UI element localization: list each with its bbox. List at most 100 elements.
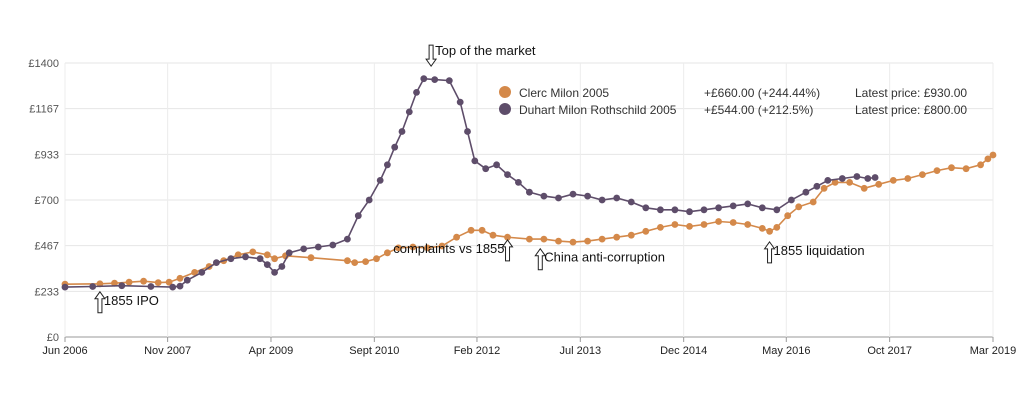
data-point[interactable] xyxy=(584,237,591,245)
data-point[interactable] xyxy=(584,192,591,200)
data-point[interactable] xyxy=(864,175,872,182)
data-point[interactable] xyxy=(766,227,773,235)
data-point[interactable] xyxy=(598,196,606,204)
data-point[interactable] xyxy=(904,175,912,182)
data-point[interactable] xyxy=(875,180,883,188)
data-point[interactable] xyxy=(376,177,384,184)
data-point[interactable] xyxy=(729,202,737,210)
data-point[interactable] xyxy=(569,190,577,198)
data-point[interactable] xyxy=(354,212,362,220)
data-point[interactable] xyxy=(613,233,621,241)
data-point[interactable] xyxy=(860,184,868,192)
data-point[interactable] xyxy=(831,179,839,186)
data-point[interactable] xyxy=(671,206,679,214)
data-point[interactable] xyxy=(242,253,249,261)
data-point[interactable] xyxy=(715,204,722,212)
data-point[interactable] xyxy=(686,223,693,230)
data-point[interactable] xyxy=(773,224,781,231)
data-point[interactable] xyxy=(715,218,722,225)
data-point[interactable] xyxy=(504,233,511,241)
data-point[interactable] xyxy=(627,231,635,239)
data-point[interactable] xyxy=(758,225,766,232)
data-point[interactable] xyxy=(344,235,351,243)
data-point[interactable] xyxy=(540,192,548,200)
data-point[interactable] xyxy=(213,259,220,266)
data-point[interactable] xyxy=(351,259,359,266)
data-point[interactable] xyxy=(467,226,475,234)
data-point[interactable] xyxy=(344,257,351,265)
data-point[interactable] xyxy=(391,143,399,151)
data-point[interactable] xyxy=(89,283,97,290)
data-point[interactable] xyxy=(365,196,373,204)
data-point[interactable] xyxy=(540,235,548,243)
data-point[interactable] xyxy=(871,174,879,181)
data-point[interactable] xyxy=(478,226,486,234)
data-point[interactable] xyxy=(948,164,955,172)
legend-entry-duhart-milon[interactable]: Duhart Milon Rothschild 2005 +£544.00 (+… xyxy=(499,103,967,117)
data-point[interactable] xyxy=(729,219,737,226)
data-point[interactable] xyxy=(271,269,278,276)
data-point[interactable] xyxy=(471,157,479,165)
data-point[interactable] xyxy=(657,224,664,231)
data-point[interactable] xyxy=(598,235,606,243)
data-point[interactable] xyxy=(165,278,173,286)
data-point[interactable] xyxy=(234,251,242,259)
data-point[interactable] xyxy=(788,196,795,204)
data-point[interactable] xyxy=(555,237,562,245)
data-point[interactable] xyxy=(300,245,308,253)
data-point[interactable] xyxy=(176,282,184,290)
data-point[interactable] xyxy=(384,161,391,169)
data-point[interactable] xyxy=(453,233,460,241)
data-point[interactable] xyxy=(329,241,337,249)
data-point[interactable] xyxy=(263,251,271,259)
data-point[interactable] xyxy=(249,248,257,256)
data-point[interactable] xyxy=(984,155,992,163)
data-point[interactable] xyxy=(362,258,369,265)
data-point[interactable] xyxy=(405,108,413,116)
data-point[interactable] xyxy=(314,243,322,251)
data-point[interactable] xyxy=(657,206,664,214)
data-point[interactable] xyxy=(384,249,391,257)
data-point[interactable] xyxy=(147,283,155,290)
data-point[interactable] xyxy=(853,173,861,180)
data-point[interactable] xyxy=(420,75,428,83)
data-point[interactable] xyxy=(398,128,406,135)
data-point[interactable] xyxy=(795,203,803,211)
data-point[interactable] xyxy=(118,282,126,290)
data-point[interactable] xyxy=(263,261,271,268)
data-point[interactable] xyxy=(555,194,562,202)
data-point[interactable] xyxy=(784,212,792,220)
data-point[interactable] xyxy=(813,182,821,190)
data-point[interactable] xyxy=(773,206,781,214)
data-point[interactable] xyxy=(256,255,264,263)
data-point[interactable] xyxy=(671,221,679,228)
data-point[interactable] xyxy=(504,171,511,179)
data-point[interactable] xyxy=(271,255,278,263)
data-point[interactable] xyxy=(61,283,69,291)
data-point[interactable] xyxy=(889,177,897,184)
data-point[interactable] xyxy=(515,179,522,186)
data-point[interactable] xyxy=(838,175,846,182)
data-point[interactable] xyxy=(809,198,817,206)
data-point[interactable] xyxy=(962,165,970,173)
data-point[interactable] xyxy=(977,161,984,169)
data-point[interactable] xyxy=(824,177,832,184)
legend-entry-clerc-milon[interactable]: Clerc Milon 2005 +£660.00 (+244.44%) Lat… xyxy=(499,86,967,100)
data-point[interactable] xyxy=(933,167,941,175)
data-point[interactable] xyxy=(627,198,635,206)
data-point[interactable] xyxy=(744,221,752,228)
data-point[interactable] xyxy=(307,254,315,262)
data-point[interactable] xyxy=(424,244,431,252)
data-point[interactable] xyxy=(526,235,533,243)
data-point[interactable] xyxy=(700,221,708,228)
data-point[interactable] xyxy=(919,171,926,179)
data-point[interactable] xyxy=(613,194,621,202)
data-point[interactable] xyxy=(409,243,417,251)
data-point[interactable] xyxy=(642,204,650,212)
data-point[interactable] xyxy=(198,269,206,276)
data-point[interactable] xyxy=(125,278,133,286)
data-point[interactable] xyxy=(445,77,453,84)
data-point[interactable] xyxy=(140,277,148,285)
data-point[interactable] xyxy=(169,283,177,291)
data-point[interactable] xyxy=(413,89,420,96)
